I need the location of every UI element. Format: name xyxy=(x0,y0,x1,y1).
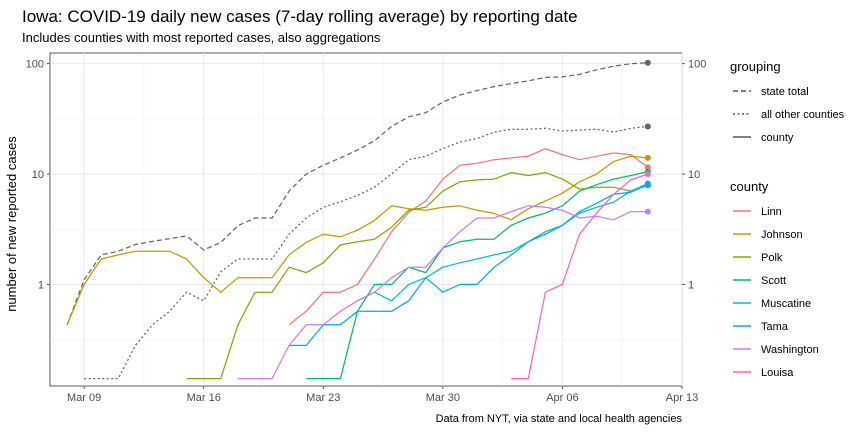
legend-label: state total xyxy=(761,86,809,98)
y-tick-label-right: 10 xyxy=(688,169,700,181)
legend-grouping: grouping state total all other counties co… xyxy=(730,59,845,144)
series-endpoint-all-other-counties xyxy=(644,123,651,130)
legend-label: Washington xyxy=(761,344,819,356)
chart-caption: Data from NYT, via state and local healt… xyxy=(436,413,683,425)
legend-label: Scott xyxy=(761,275,786,287)
x-tick-label: Apr 13 xyxy=(666,392,698,404)
x-axis: Mar 09 Mar 16 Mar 23 Mar 30 Apr 06 Apr 13 xyxy=(67,386,698,404)
legend-label: Johnson xyxy=(761,229,803,241)
grid xyxy=(50,53,683,386)
legend-label: Polk xyxy=(761,252,783,264)
legend-title-grouping: grouping xyxy=(730,59,781,74)
legend-label: Muscatine xyxy=(761,298,811,310)
y-axis-left: 1 10 100 xyxy=(26,59,50,291)
series-line-muscatine xyxy=(357,183,649,302)
legend-title-county: county xyxy=(730,179,769,194)
y-tick-label-right: 1 xyxy=(688,279,694,291)
y-tick-label: 10 xyxy=(32,169,44,181)
series-line-polk xyxy=(186,171,649,380)
series-line-all-other-counties xyxy=(84,125,648,380)
plot-panel xyxy=(49,52,683,387)
series-endpoint-tama xyxy=(644,181,651,188)
y-axis-title: number of new reported cases xyxy=(4,136,19,312)
chart-title: Iowa: COVID-19 daily new cases (7-day ro… xyxy=(22,7,578,26)
chart-subtitle: Includes counties with most reported cas… xyxy=(22,30,381,45)
series-line-scott xyxy=(306,171,648,380)
series-endpoint-state-total xyxy=(644,59,651,66)
legend-label: county xyxy=(761,132,794,144)
legend-county: county Linn Johnson Polk Scott Muscatine Tama… xyxy=(730,179,819,379)
y-tick-label: 100 xyxy=(26,59,44,71)
x-tick-label: Mar 16 xyxy=(187,392,221,404)
series-line-louisa xyxy=(511,173,649,380)
panel-border xyxy=(49,52,683,387)
series-layer xyxy=(66,59,651,380)
x-tick-label: Mar 23 xyxy=(306,392,340,404)
legend-label: all other counties xyxy=(761,109,845,121)
series-endpoint-louisa xyxy=(644,171,651,178)
y-tick-label-right: 100 xyxy=(688,59,706,71)
y-axis-right: 1 10 100 xyxy=(682,59,706,291)
series-endpoint-johnson xyxy=(644,154,651,161)
legend-label: Tama xyxy=(761,321,789,333)
y-tick-label: 1 xyxy=(38,279,44,291)
series-line-johnson xyxy=(66,155,648,326)
series-endpoint-washington xyxy=(644,208,651,215)
legend-label: Louisa xyxy=(761,367,794,379)
series-line-tama xyxy=(289,184,649,347)
series-endpoint-linn xyxy=(644,164,651,171)
series-line-linn xyxy=(288,147,649,326)
x-tick-label: Apr 06 xyxy=(546,392,578,404)
x-tick-label: Mar 30 xyxy=(426,392,460,404)
series-line-state-total xyxy=(66,62,648,326)
legend-label: Linn xyxy=(761,206,782,218)
series-line-washington xyxy=(237,205,648,380)
x-tick-label: Mar 09 xyxy=(67,392,101,404)
